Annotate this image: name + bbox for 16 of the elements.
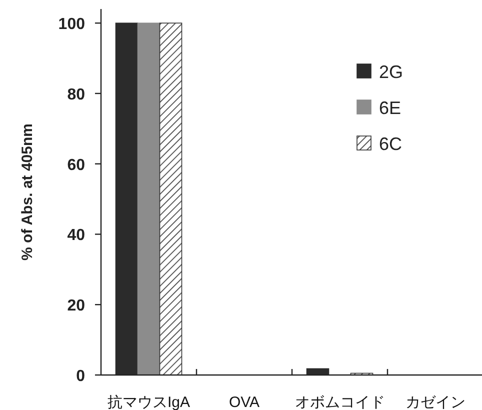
y-tick-label: 40 [67, 227, 86, 244]
y-tick-label: 20 [67, 298, 86, 315]
x-tick-label: 抗マウスIgA [107, 394, 190, 410]
legend-label: 2G [379, 62, 404, 82]
y-tick-label: 0 [76, 368, 86, 385]
bar [159, 22, 182, 376]
bar [137, 22, 160, 376]
y-axis-title: % of Abs. at 405nm [19, 124, 36, 260]
x-tick-label: OVA [228, 394, 260, 410]
y-tick-label: 80 [67, 86, 86, 104]
y-tick-label: 100 [58, 16, 86, 34]
x-tick-label: カゼイン [405, 394, 466, 410]
legend-label: 6C [379, 134, 402, 154]
y-tick-label: 60 [67, 156, 86, 174]
legend-label: 6E [379, 98, 402, 118]
x-tick-label: オボムコイド [294, 394, 385, 410]
